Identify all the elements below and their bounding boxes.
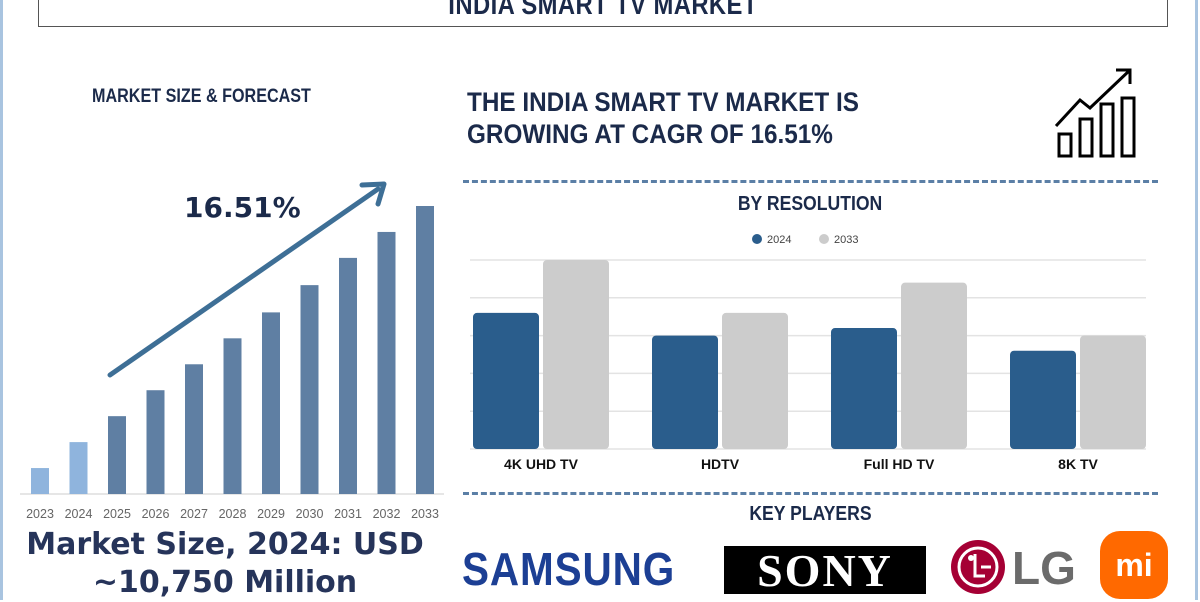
legend-label-2024: 2024 <box>767 234 791 246</box>
cagr-annotation: 16.51% <box>184 191 301 224</box>
category-label: HDTV <box>701 456 740 472</box>
sony-logo: SONY <box>724 546 926 596</box>
headline-line-2: GROWING AT CAGR OF 16.51% <box>467 119 833 149</box>
category-label: 8K TV <box>1058 456 1098 472</box>
year-label: 2031 <box>334 507 362 521</box>
year-label: 2033 <box>411 507 439 521</box>
bar-2027 <box>185 364 203 494</box>
legend-label-2033: 2033 <box>834 234 858 246</box>
market-size-line-2: ~10,750 Million <box>92 565 358 600</box>
samsung-logo: SAMSUNG <box>462 543 676 595</box>
year-label: 2029 <box>257 507 285 521</box>
bar-2024 <box>473 312 539 449</box>
legend-marker-2024 <box>752 234 762 244</box>
year-label: 2024 <box>65 507 93 521</box>
divider <box>463 180 1158 183</box>
bar-2025 <box>108 416 126 494</box>
year-label: 2026 <box>142 507 170 521</box>
growth-chart-icon <box>1054 68 1136 158</box>
bar-2029 <box>262 312 280 494</box>
key-players-heading: KEY PLAYERS <box>463 503 1158 526</box>
bar-2028 <box>223 338 242 494</box>
bar-2031 <box>339 257 357 494</box>
growth-arrow-head <box>359 181 387 207</box>
market-size-text: Market Size, 2024: USD ~10,750 Million <box>0 526 450 602</box>
headline-line-1: THE INDIA SMART TV MARKET IS <box>467 87 859 117</box>
category-label: Full HD TV <box>864 456 935 472</box>
bar-2026 <box>146 390 165 494</box>
divider <box>463 492 1158 495</box>
frame-left-edge <box>0 0 3 600</box>
bar-2033 <box>722 312 788 449</box>
bar-2032 <box>377 231 396 494</box>
bar-2024 <box>831 328 897 449</box>
market-size-line-1: Market Size, 2024: USD <box>26 527 424 562</box>
title-banner: INDIA SMART TV MARKET <box>38 0 1168 27</box>
bar-2024 <box>652 335 718 449</box>
bar-2030 <box>300 285 319 494</box>
market-size-heading-text: MARKET SIZE & FORECAST <box>92 86 311 107</box>
bar-2033 <box>416 206 434 494</box>
resolution-heading-text: BY RESOLUTION <box>738 193 883 215</box>
frame-right-edge <box>1195 0 1198 600</box>
xiaomi-logo: mi <box>1100 531 1168 599</box>
lg-face-logo-icon <box>951 540 1005 594</box>
growth-arrow <box>107 186 381 378</box>
year-label: 2030 <box>296 507 324 521</box>
bar-2023 <box>31 468 49 494</box>
bar-2033 <box>543 260 609 449</box>
lg-logo: LG <box>1012 542 1076 594</box>
bar-2024 <box>69 442 88 494</box>
bar-2033 <box>901 282 967 449</box>
market-forecast-chart: 2023 2024 2025 2026 2027 2028 2029 2030 2031 2032… <box>20 181 444 521</box>
resolution-heading: BY RESOLUTION <box>463 193 1158 216</box>
bar-2033 <box>1080 335 1146 449</box>
year-label: 2027 <box>180 507 208 521</box>
year-label: 2028 <box>219 507 247 521</box>
bar-2024 <box>1010 350 1076 449</box>
key-players-heading-text: KEY PLAYERS <box>749 503 872 525</box>
legend-marker-2033 <box>819 234 829 244</box>
year-label: 2032 <box>373 507 401 521</box>
category-label: 4K UHD TV <box>504 456 579 472</box>
resolution-chart: 2024 2033 4K UHD TV HDTV Full HD TV 8K TV <box>470 234 1146 472</box>
year-label: 2023 <box>26 507 54 521</box>
cagr-headline: THE INDIA SMART TV MARKET IS GROWING AT … <box>467 86 903 150</box>
page-title: INDIA SMART TV MARKET <box>448 0 758 20</box>
market-size-heading: MARKET SIZE & FORECAST <box>92 86 350 108</box>
year-label: 2025 <box>103 507 131 521</box>
